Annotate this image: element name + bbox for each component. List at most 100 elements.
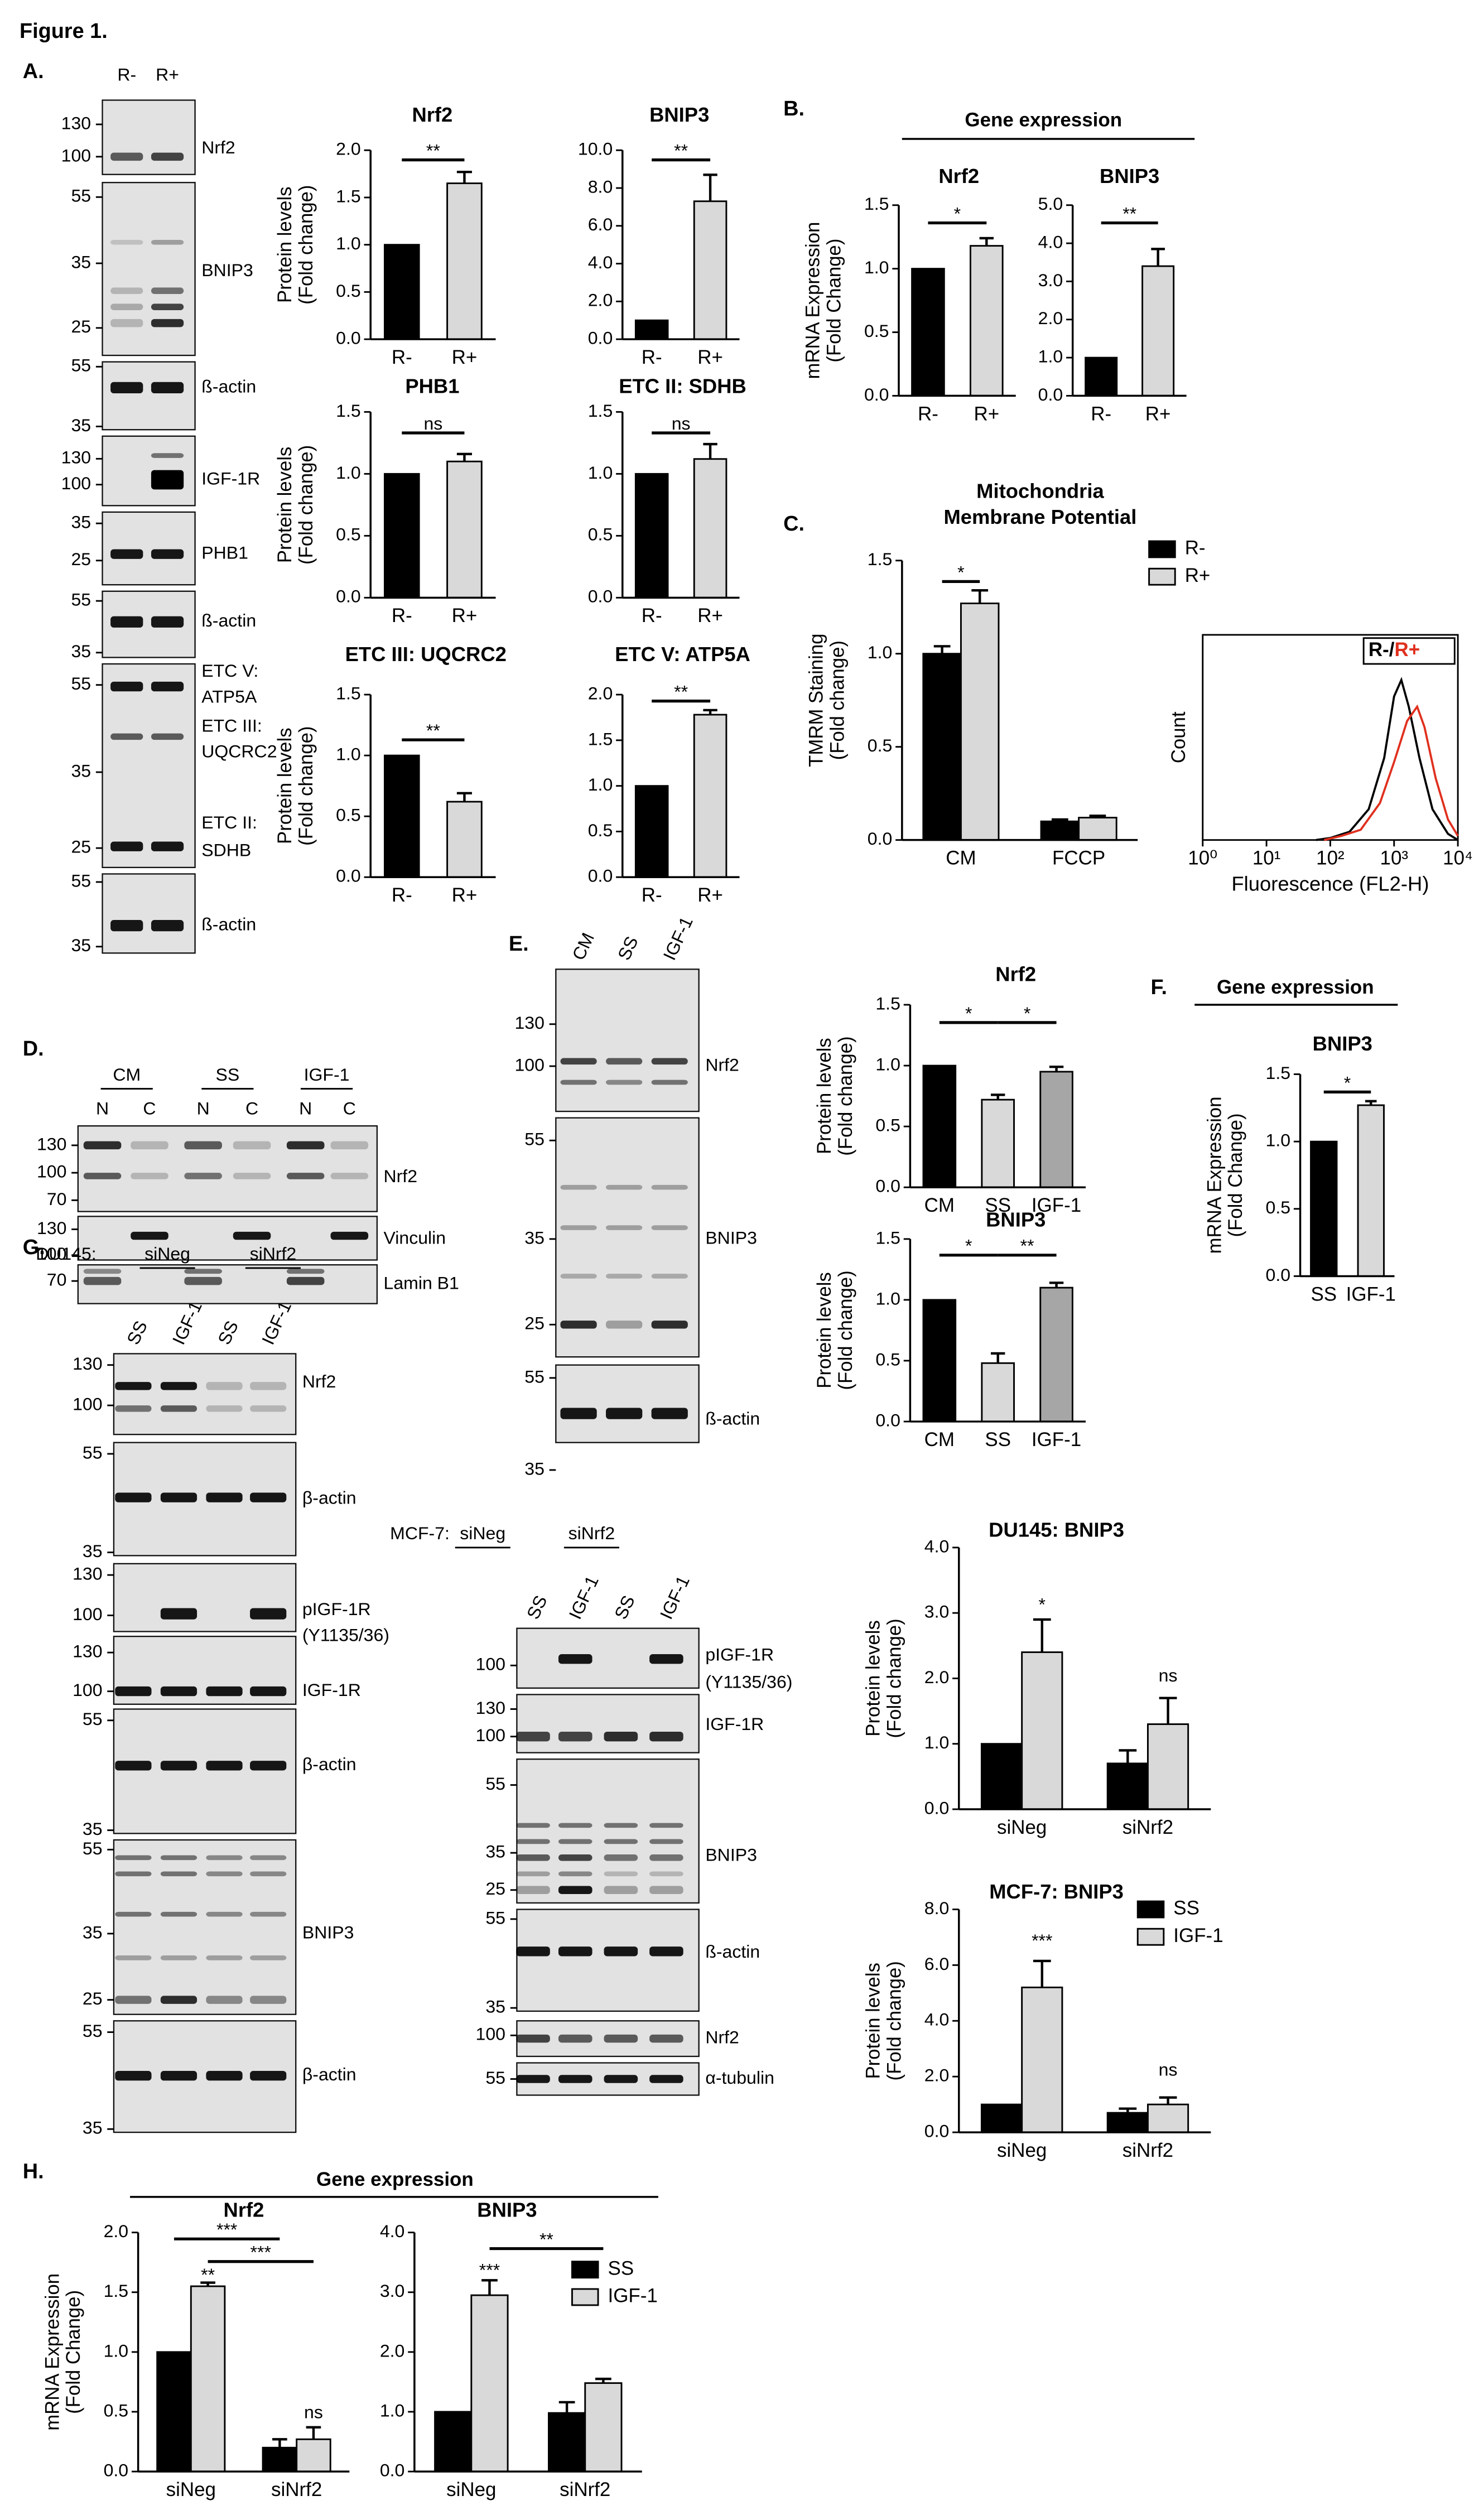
x-tick-label: IGF-1 (1032, 1194, 1081, 1216)
lane-label: R- (117, 65, 136, 85)
blot-band (131, 1231, 168, 1240)
significance-label: ns (304, 2402, 323, 2422)
x-tick-label: R+ (452, 605, 478, 627)
lane-label: IGF-1 (659, 914, 697, 963)
protein-label: BNIP3 (705, 1844, 757, 1864)
bar (1146, 2103, 1189, 2133)
y-tick-label: 4.0 (380, 2221, 405, 2241)
blot-band (604, 2075, 638, 2083)
y-axis-label: (Fold change) (883, 1961, 905, 2080)
y-tick-label: 0.0 (864, 384, 889, 404)
x-tick-label: 10⁰ (1188, 847, 1217, 869)
blot-band (160, 1382, 197, 1390)
blot-band (330, 1231, 369, 1240)
blot-strip (113, 1563, 297, 1632)
error-bar (1119, 1749, 1137, 1763)
x-tick-label: R- (392, 346, 412, 368)
protein-label: ATP5A (201, 686, 257, 706)
panel-label: F. (1151, 975, 1167, 999)
blot-band (649, 1886, 683, 1894)
y-tick-label: 0.0 (588, 328, 613, 348)
y-tick-label: 1.0 (875, 1054, 900, 1075)
bar (434, 2411, 473, 2473)
y-tick-label: 1.0 (380, 2401, 405, 2421)
blot-band (151, 453, 184, 458)
blot-strip (102, 663, 196, 869)
mw-marker: 35 (83, 1922, 103, 1942)
blot-band (110, 303, 143, 310)
significance-label: ns (423, 413, 442, 433)
significance-label: ** (426, 141, 440, 161)
x-tick-label: R- (642, 605, 662, 627)
chart-title: Membrane Potential (943, 505, 1136, 528)
blot-strip (102, 99, 196, 175)
protein-label: Nrf2 (705, 1055, 739, 1075)
lane-label: CM (568, 929, 598, 963)
y-tick-label: 3.0 (924, 1602, 950, 1622)
legend-label: SS (1173, 1897, 1199, 1919)
blot-band (558, 2034, 592, 2043)
y-tick-label: 8.0 (588, 177, 613, 197)
blot-band (649, 1946, 683, 1957)
protein-label: (Y1135/36) (302, 1625, 389, 1645)
mw-marker: 35 (71, 641, 91, 661)
blot-band (604, 1731, 638, 1742)
blot-band (206, 1382, 243, 1390)
y-tick-label: 1.0 (924, 1732, 950, 1752)
mw-marker: 100 (37, 1162, 66, 1182)
mw-marker: 130 (73, 1641, 102, 1661)
x-tick-label: R- (392, 884, 412, 906)
y-tick-label: 2.0 (924, 1667, 950, 1687)
blot-band (558, 1654, 592, 1664)
y-axis-label: (Fold change) (295, 185, 317, 305)
mw-marker: 55 (524, 1366, 545, 1386)
y-tick-label: 1.5 (875, 1227, 900, 1247)
blot-band (184, 1173, 222, 1179)
blot-band (649, 2075, 683, 2083)
y-tick-label: 2.0 (1038, 308, 1063, 328)
blot-band (83, 1173, 122, 1179)
significance-label: ** (201, 2264, 215, 2285)
blot-band (115, 1996, 152, 2004)
blot-band (558, 1823, 592, 1828)
blot-band (115, 1911, 152, 1917)
bar (634, 785, 669, 878)
protein-label: IGF-1R (705, 1714, 764, 1734)
y-axis-label: Protein levels (274, 727, 296, 844)
bar (911, 268, 945, 397)
blot-band (115, 1382, 152, 1390)
lane-label: SS (610, 1592, 639, 1622)
bar (1078, 817, 1117, 841)
mw-marker: 130 (73, 1353, 102, 1374)
blot-band (651, 1274, 688, 1279)
blot-band (115, 1405, 152, 1412)
mw-marker: 100 (73, 1394, 102, 1414)
significance-label: * (954, 204, 961, 224)
blot-strip (102, 511, 196, 586)
blot-band (560, 1184, 597, 1190)
mw-marker: 100 (476, 1725, 505, 1745)
blot-band (516, 1823, 550, 1828)
y-tick-label: 1.5 (104, 2281, 129, 2301)
y-tick-label: 0.5 (336, 805, 361, 825)
protein-label: SDHB (201, 840, 251, 860)
blot-band (516, 1854, 550, 1861)
legend-label: R+ (1185, 565, 1211, 586)
blot-band (233, 1231, 271, 1240)
y-tick-label: 1.0 (1266, 1130, 1291, 1150)
protein-label: (Y1135/36) (705, 1672, 792, 1692)
blot-band (250, 1608, 287, 1620)
y-axis-label: Protein levels (274, 447, 296, 563)
mw-marker: 35 (71, 252, 91, 272)
y-tick-label: 2.0 (380, 2340, 405, 2360)
blot-band (206, 1855, 243, 1861)
y-tick-label: 2.0 (588, 290, 613, 310)
bar (1106, 1762, 1149, 1810)
lane-group-label: siNeg (460, 1523, 505, 1543)
blot-band (151, 319, 184, 327)
x-tick-label: siNeg (997, 2140, 1047, 2161)
protein-label: Nrf2 (201, 137, 235, 157)
legend-label: R- (1185, 537, 1206, 559)
legend-separator: / (1389, 639, 1395, 661)
protein-label: ETC III: (201, 715, 262, 735)
